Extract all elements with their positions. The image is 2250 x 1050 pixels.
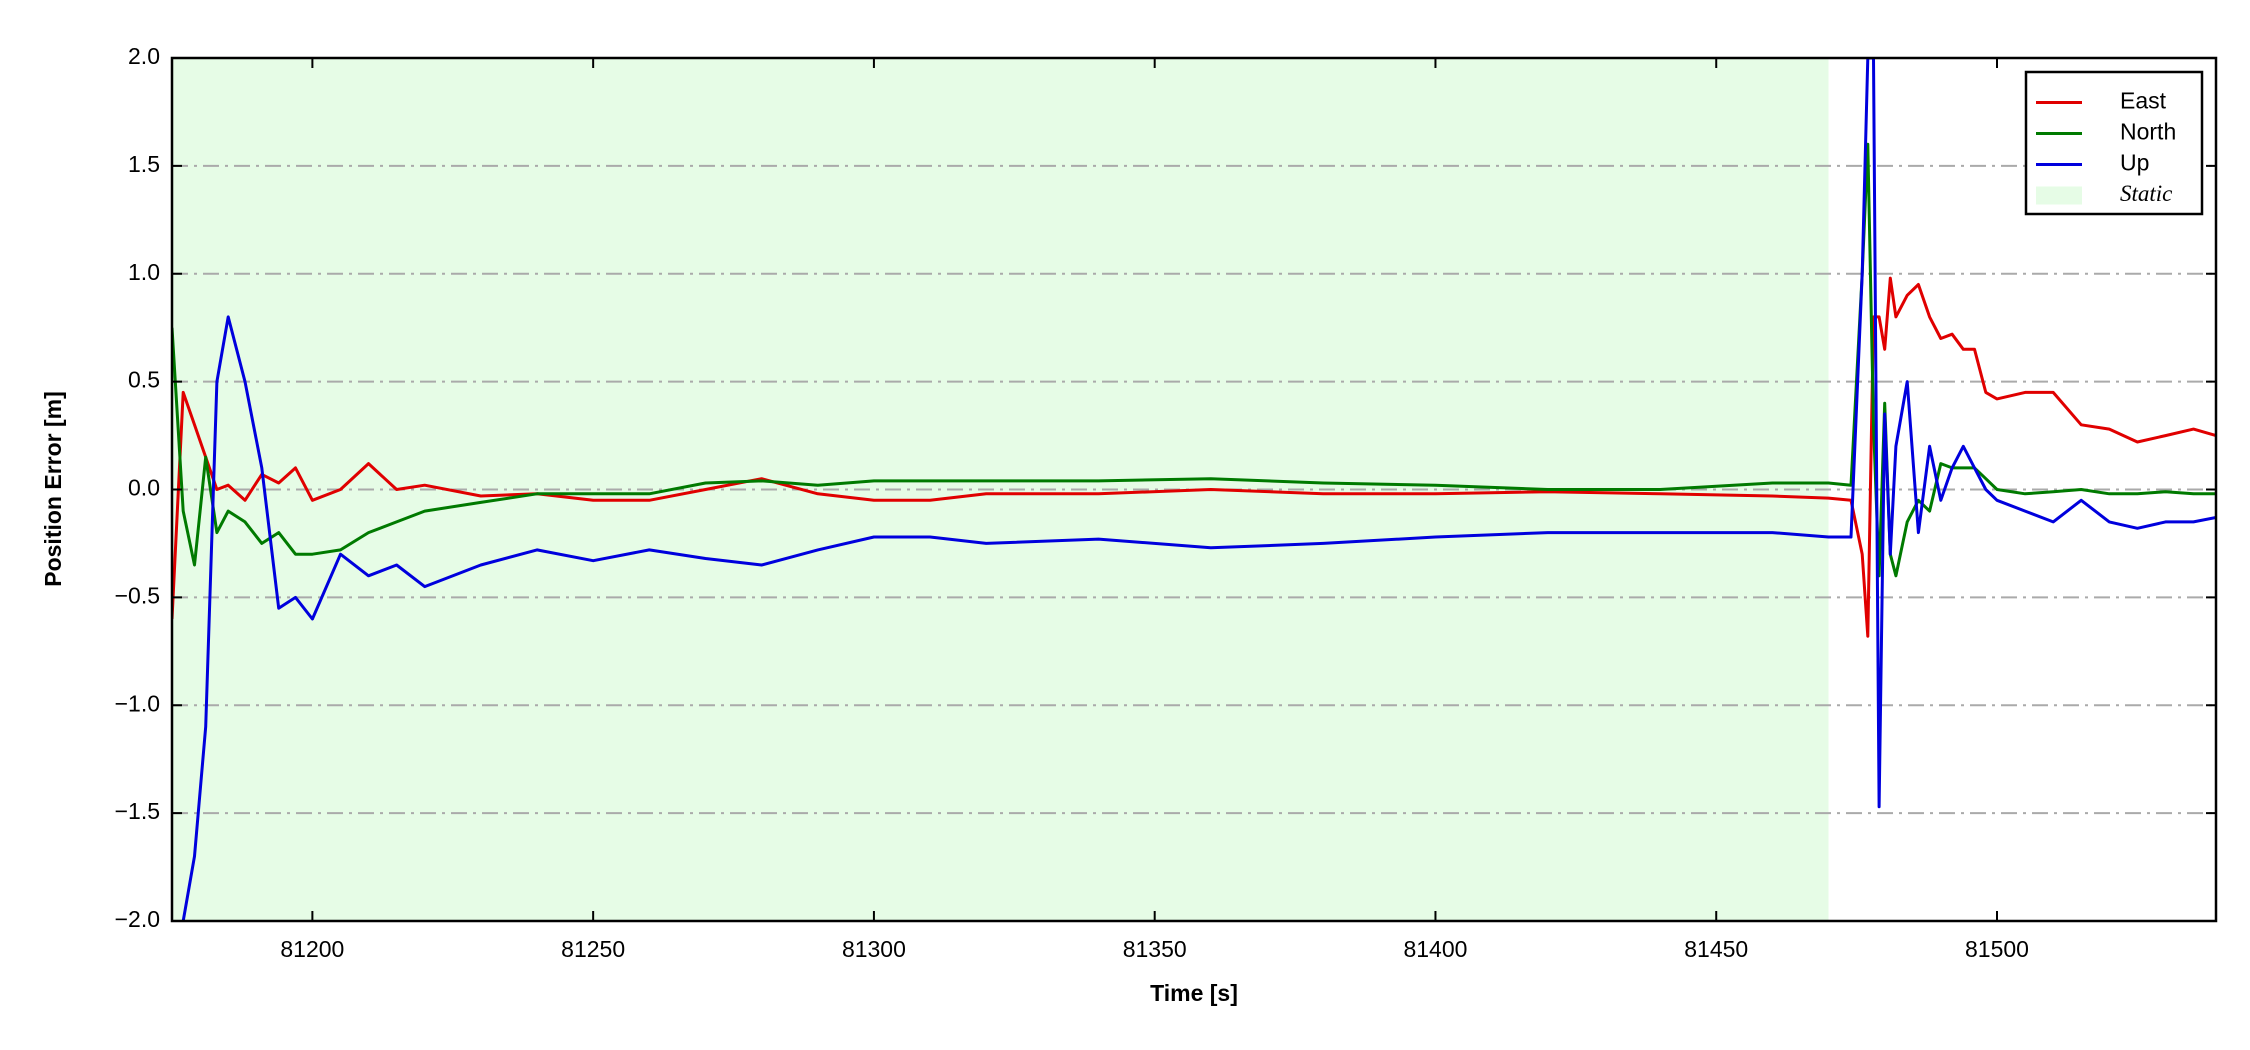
legend-swatch xyxy=(2036,186,2082,205)
y-tick-label: 1.5 xyxy=(128,151,160,177)
x-tick-label: 81500 xyxy=(1965,936,2029,962)
legend-label: North xyxy=(2120,119,2176,145)
legend-label: East xyxy=(2120,88,2167,114)
x-tick-label: 81400 xyxy=(1403,936,1467,962)
y-tick-label: 0.0 xyxy=(128,475,160,501)
x-tick-label: 81350 xyxy=(1123,936,1187,962)
series-line xyxy=(181,58,2216,921)
y-tick-label: 2.0 xyxy=(128,43,160,69)
x-axis-title: Time [s] xyxy=(1150,980,1238,1006)
x-tick-label: 81450 xyxy=(1684,936,1748,962)
x-tick-label: 81250 xyxy=(561,936,625,962)
y-tick-label: −1.0 xyxy=(115,690,160,716)
axes: −2.0 −1.5 −1.0 −0.5 0.0 0.5 1.0 1.5 2.0 81200 8125… xyxy=(115,43,2216,962)
legend-label: Up xyxy=(2120,150,2149,176)
y-tick-label: −0.5 xyxy=(115,582,160,608)
y-tick-label: −2.0 xyxy=(115,906,160,932)
plot-lines xyxy=(172,58,2216,921)
x-tick-label: 81300 xyxy=(842,936,906,962)
series-line xyxy=(172,276,2216,638)
legend-label: Static xyxy=(2120,181,2172,206)
x-tick-label: 81200 xyxy=(280,936,344,962)
legend: East North Up Static xyxy=(2024,70,2204,216)
y-tick-label: −1.5 xyxy=(115,798,160,824)
series-line xyxy=(172,142,2216,578)
y-tick-label: 1.0 xyxy=(128,259,160,285)
y-axis-title: Position Error [m] xyxy=(40,391,66,587)
y-tick-label: 0.5 xyxy=(128,367,160,393)
